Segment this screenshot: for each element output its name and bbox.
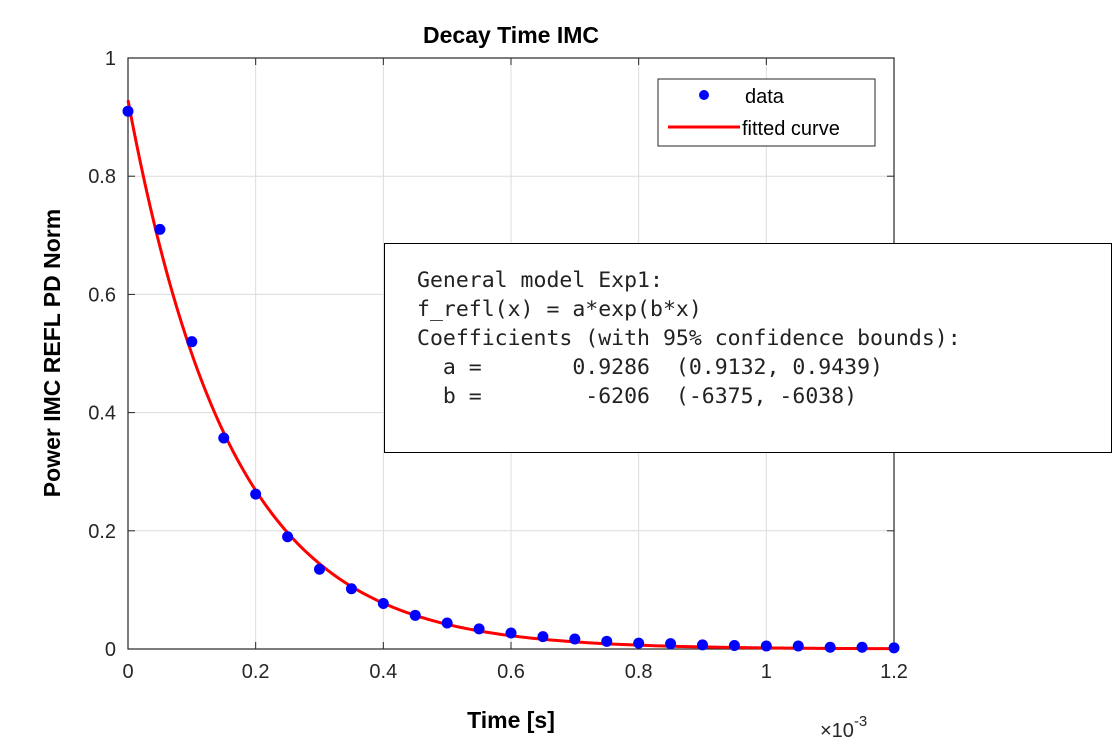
x-tick-label: 0.4	[369, 661, 397, 683]
x-axis-exponent: ×10-3	[820, 713, 867, 742]
x-axis-label: Time [s]	[467, 707, 555, 733]
y-tick-label: 0.2	[88, 521, 116, 543]
data-point	[633, 637, 645, 649]
y-tick-label: 0.4	[88, 403, 116, 425]
x-tick-label: 1.2	[880, 661, 908, 683]
data-point	[792, 640, 804, 652]
x-tick-label: 0.2	[242, 661, 270, 683]
data-point	[697, 639, 708, 651]
data-point	[250, 488, 262, 500]
x-tick-label: 0	[122, 661, 133, 683]
y-tick-label: 0	[105, 639, 116, 661]
data-point	[377, 597, 389, 609]
data-point	[154, 223, 166, 235]
data-point	[345, 583, 357, 595]
data-point	[186, 336, 198, 348]
fit-coefficient-b: b = -6206 (-6375, -6038)	[417, 384, 858, 409]
x-tick-label: 1	[761, 661, 772, 683]
data-point	[409, 609, 421, 621]
fit-coefficients-heading: Coefficients (with 95% confidence bounds…	[417, 326, 961, 351]
data-point	[665, 638, 677, 650]
data-points-layer	[122, 105, 900, 654]
svg-text:×10-3: ×10-3	[820, 713, 867, 742]
data-point	[569, 633, 581, 645]
y-axis-ticks: 0 0.2 0.4 0.6 0.8 1	[88, 48, 894, 661]
data-point	[282, 531, 294, 543]
data-point	[473, 623, 485, 635]
fit-model-name: General model Exp1:	[417, 268, 663, 293]
data-point	[856, 641, 868, 653]
legend: data fitted curve	[657, 78, 876, 147]
data-point	[314, 563, 325, 575]
y-tick-label: 0.6	[88, 284, 116, 306]
fit-equation: f_refl(x) = a*exp(b*x)	[417, 297, 702, 322]
data-point	[601, 635, 613, 647]
x-tick-label: 0.6	[497, 661, 525, 683]
x-exponent-power: -3	[854, 713, 867, 730]
data-point	[537, 631, 549, 643]
legend-box	[657, 78, 876, 147]
fit-coefficient-a: a = 0.9286 (0.9132, 0.9439)	[417, 355, 883, 380]
fit-results-box: General model Exp1: f_refl(x) = a*exp(b*…	[384, 243, 1112, 453]
y-tick-label: 1	[105, 48, 116, 70]
data-point	[728, 639, 740, 651]
y-axis-label: Power IMC REFL PD Norm	[39, 209, 65, 497]
chart-title: Decay Time IMC	[423, 22, 599, 48]
data-point	[760, 640, 772, 652]
x-tick-label: 0.8	[625, 661, 653, 683]
legend-label-data: data	[745, 86, 785, 108]
data-point	[218, 432, 230, 444]
data-point	[888, 642, 900, 654]
data-point	[824, 641, 836, 653]
y-tick-label: 0.8	[88, 166, 116, 188]
data-point	[505, 627, 517, 639]
data-point	[122, 105, 134, 117]
data-point	[441, 617, 453, 629]
legend-label-fitted-curve: fitted curve	[742, 118, 840, 140]
x-exponent-base: ×10	[820, 720, 854, 742]
x-axis-ticks: 0 0.2 0.4 0.6 0.8 1 1.2	[122, 58, 908, 683]
legend-marker-data	[699, 90, 709, 100]
